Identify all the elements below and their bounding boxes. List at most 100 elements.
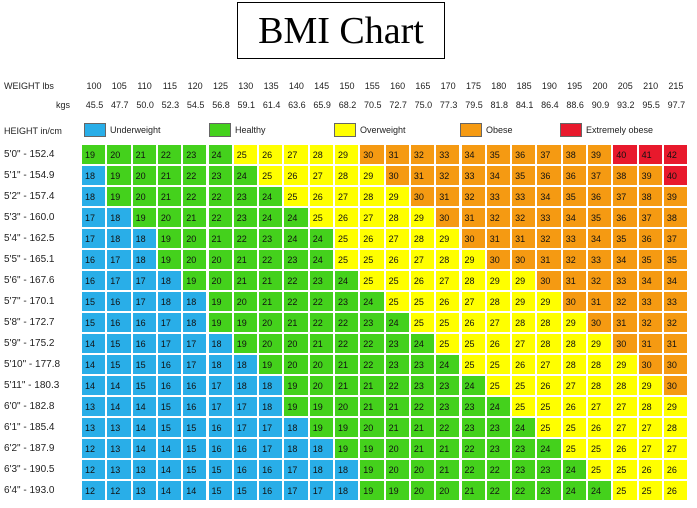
height-label: 6'0" - 182.8 bbox=[4, 401, 55, 412]
bmi-cell: 22 bbox=[512, 481, 538, 502]
bmi-cell: 31 bbox=[537, 250, 563, 271]
bmi-cell: 15 bbox=[157, 418, 184, 439]
bmi-cell: 18 bbox=[335, 481, 361, 502]
weight-lbs-label: 170 bbox=[440, 81, 456, 91]
bmi-cell: 24 bbox=[259, 208, 285, 229]
bmi-cell: 20 bbox=[183, 250, 209, 271]
weight-kgs-label: 59.1 bbox=[237, 100, 256, 110]
weight-lbs-label: 105 bbox=[111, 81, 127, 91]
bmi-cell: 19 bbox=[208, 313, 234, 334]
legend-swatch bbox=[334, 123, 356, 137]
bmi-cell: 25 bbox=[360, 271, 386, 292]
bmi-cell: 22 bbox=[360, 334, 386, 355]
height-label: 5'0" - 152.4 bbox=[4, 149, 55, 160]
bmi-cell: 35 bbox=[512, 166, 538, 187]
bmi-cell: 27 bbox=[512, 334, 538, 355]
bmi-cell: 29 bbox=[486, 271, 513, 292]
bmi-cell: 12 bbox=[82, 439, 108, 460]
height-label: 5'7" - 170.1 bbox=[4, 296, 55, 307]
bmi-cell: 20 bbox=[436, 481, 462, 502]
bmi-cell: 42 bbox=[663, 145, 690, 166]
bmi-cell: 34 bbox=[486, 166, 513, 187]
bmi-cell: 18 bbox=[233, 355, 260, 376]
bmi-cell: 27 bbox=[588, 397, 614, 418]
bmi-cell: 24 bbox=[233, 166, 260, 187]
bmi-cell: 29 bbox=[512, 271, 538, 292]
bmi-cell: 39 bbox=[638, 166, 664, 187]
bmi-cell: 19 bbox=[360, 439, 386, 460]
bmi-cell: 27 bbox=[410, 250, 437, 271]
height-label: 5'11" - 180.3 bbox=[4, 380, 60, 391]
bmi-cell: 25 bbox=[613, 481, 639, 502]
bmi-cell: 23 bbox=[183, 145, 209, 166]
bmi-cell: 27 bbox=[360, 208, 386, 229]
bmi-cell: 23 bbox=[233, 187, 260, 208]
bmi-cell: 19 bbox=[157, 229, 184, 250]
bmi-cell: 16 bbox=[107, 313, 133, 334]
bmi-cell: 19 bbox=[157, 250, 184, 271]
bmi-cell: 21 bbox=[410, 439, 437, 460]
weight-kgs-label: 72.7 bbox=[389, 100, 407, 110]
weight-lbs-label: 215 bbox=[668, 81, 684, 91]
bmi-cell: 28 bbox=[588, 355, 614, 376]
bmi-cell: 38 bbox=[638, 187, 664, 208]
bmi-cell: 17 bbox=[107, 250, 133, 271]
weight-kgs-label: 50.0 bbox=[136, 100, 154, 110]
bmi-cell: 33 bbox=[663, 292, 690, 313]
bmi-cell: 14 bbox=[183, 481, 209, 502]
bmi-cell: 18 bbox=[208, 355, 234, 376]
bmi-cell: 20 bbox=[208, 250, 234, 271]
bmi-cell: 17 bbox=[132, 292, 158, 313]
bmi-cell: 29 bbox=[638, 376, 664, 397]
bmi-cell: 31 bbox=[461, 208, 487, 229]
bmi-cell: 18 bbox=[183, 313, 209, 334]
bmi-cell: 14 bbox=[132, 418, 158, 439]
bmi-cell: 34 bbox=[461, 145, 487, 166]
bmi-cell: 25 bbox=[284, 187, 310, 208]
bmi-cell: 24 bbox=[284, 229, 310, 250]
bmi-cell: 32 bbox=[512, 208, 538, 229]
bmi-cell: 14 bbox=[132, 397, 158, 418]
bmi-cell: 16 bbox=[183, 397, 209, 418]
bmi-cell: 22 bbox=[335, 313, 361, 334]
bmi-cell: 25 bbox=[613, 460, 639, 481]
bmi-cell: 21 bbox=[385, 418, 411, 439]
bmi-cell: 22 bbox=[461, 460, 487, 481]
bmi-cell: 22 bbox=[309, 292, 335, 313]
bmi-cell: 32 bbox=[436, 166, 462, 187]
bmi-cell: 15 bbox=[132, 376, 158, 397]
bmi-cell: 24 bbox=[208, 145, 234, 166]
weight-lbs-label: 135 bbox=[263, 81, 279, 91]
bmi-cell: 27 bbox=[284, 145, 310, 166]
weight-lbs-label: 145 bbox=[314, 81, 330, 91]
bmi-cell: 21 bbox=[385, 397, 411, 418]
bmi-cell: 18 bbox=[284, 418, 310, 439]
bmi-cell: 28 bbox=[309, 145, 335, 166]
bmi-cell: 30 bbox=[385, 166, 411, 187]
weight-kgs-label: 77.3 bbox=[439, 100, 458, 110]
bmi-cell: 15 bbox=[132, 355, 158, 376]
bmi-cell: 21 bbox=[233, 271, 260, 292]
bmi-cell: 28 bbox=[385, 208, 411, 229]
bmi-cell: 22 bbox=[208, 208, 234, 229]
bmi-cell: 17 bbox=[233, 397, 260, 418]
weight-kgs-label: 88.6 bbox=[566, 100, 584, 110]
weight-lbs-label: 155 bbox=[364, 81, 380, 91]
bmi-cell: 32 bbox=[588, 271, 614, 292]
bmi-cell: 23 bbox=[259, 229, 285, 250]
bmi-cell: 21 bbox=[436, 460, 462, 481]
bmi-cell: 39 bbox=[663, 187, 690, 208]
weight-kgs-label: 90.9 bbox=[591, 100, 610, 110]
bmi-cell: 19 bbox=[107, 187, 133, 208]
bmi-cell: 18 bbox=[157, 292, 184, 313]
bmi-cell: 17 bbox=[259, 418, 285, 439]
bmi-cell: 26 bbox=[436, 292, 462, 313]
bmi-cell: 22 bbox=[233, 229, 260, 250]
bmi-cell: 30 bbox=[638, 355, 664, 376]
bmi-cell: 22 bbox=[385, 376, 411, 397]
bmi-cell: 36 bbox=[588, 187, 614, 208]
bmi-cell: 29 bbox=[613, 355, 639, 376]
bmi-cell: 25 bbox=[309, 208, 335, 229]
height-label: 5'10" - 177.8 bbox=[4, 359, 61, 370]
bmi-cell: 22 bbox=[284, 292, 310, 313]
